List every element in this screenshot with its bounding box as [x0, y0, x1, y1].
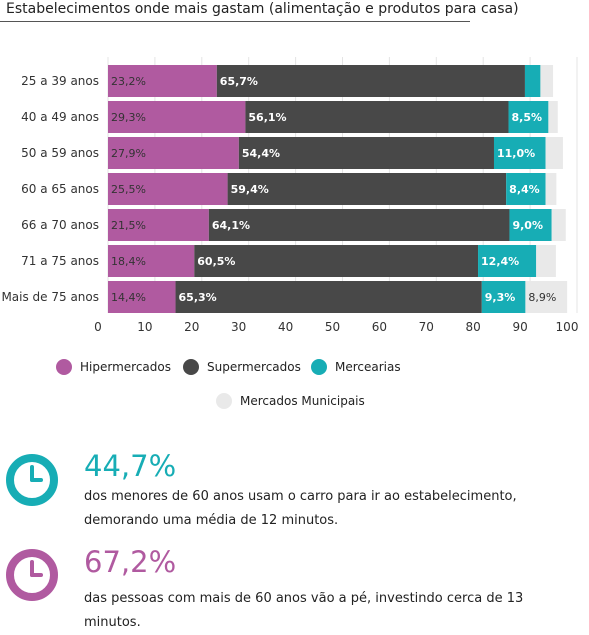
legend-mercearias: Mercearias — [311, 359, 401, 375]
data-label: 8,4% — [509, 183, 540, 196]
bar-mercados-municipais — [551, 209, 566, 241]
stat-text-car: dos menores de 60 anos usam o carro para… — [84, 489, 517, 528]
category-label: 25 a 39 anos — [21, 74, 99, 88]
x-tick-label: 70 — [419, 320, 434, 334]
category-label: 66 a 70 anos — [21, 218, 99, 232]
legend-swatch-mercearias — [311, 359, 327, 375]
legend-label-supermercados: Supermercados — [207, 360, 301, 374]
legend-label-mercearias: Mercearias — [335, 360, 401, 374]
data-label: 27,9% — [111, 147, 146, 160]
data-label: 12,4% — [481, 255, 519, 268]
x-tick-label: 100 — [556, 320, 579, 334]
stat-value-walk: 67,2% — [84, 545, 177, 579]
bar-hipermercados — [108, 173, 228, 205]
bar-supermercados — [216, 65, 525, 97]
bar-supermercados — [208, 209, 510, 241]
data-label: 11,0% — [497, 147, 535, 160]
data-label: 9,3% — [485, 291, 516, 304]
data-label: 18,4% — [111, 255, 146, 268]
legend-hipermercados: Hipermercados — [56, 359, 171, 375]
data-label: 25,5% — [111, 183, 146, 196]
legend-swatch-mercados-municipais — [216, 393, 232, 409]
clock-icon — [6, 454, 58, 506]
bar-mercados-municipais — [545, 173, 557, 205]
data-label: 65,3% — [179, 291, 217, 304]
category-label: 60 a 65 anos — [21, 182, 99, 196]
bar-hipermercados — [108, 65, 217, 97]
legend-swatch-hipermercados — [56, 359, 72, 375]
data-label: 56,1% — [248, 111, 286, 124]
stat-value-car: 44,7% — [84, 449, 177, 483]
bar-hipermercados — [108, 209, 209, 241]
x-tick-label: 40 — [278, 320, 293, 334]
bar-mercearias — [524, 65, 541, 97]
category-label: 50 a 59 anos — [21, 146, 99, 160]
legend-label-hipermercados: Hipermercados — [80, 360, 171, 374]
bar-mercearias — [481, 281, 526, 313]
legend-label-mercados-municipais: Mercados Municipais — [240, 394, 365, 408]
data-label: 54,4% — [242, 147, 280, 160]
bar-supermercados — [238, 137, 494, 169]
x-tick-label: 20 — [184, 320, 199, 334]
bar-mercados-municipais — [540, 65, 554, 97]
x-tick-label: 50 — [325, 320, 340, 334]
stat-text-walk: das pessoas com mais de 60 anos vão a pé… — [84, 591, 524, 630]
bar-hipermercados — [108, 101, 246, 133]
x-tick-label: 60 — [372, 320, 387, 334]
bar-mercearias — [509, 209, 552, 241]
data-label: 65,7% — [220, 75, 258, 88]
bar-hipermercados — [108, 281, 176, 313]
data-label: 59,4% — [231, 183, 269, 196]
data-label: 9,0% — [512, 219, 543, 232]
bar-mercados-municipais — [548, 101, 558, 133]
data-label: 64,1% — [212, 219, 250, 232]
x-tick-label: 90 — [512, 320, 527, 334]
clock-icon — [6, 549, 58, 601]
bar-supermercados — [245, 101, 509, 133]
x-tick-label: 0 — [94, 320, 102, 334]
bar-supermercados — [194, 245, 479, 277]
data-label: 23,2% — [111, 75, 146, 88]
bar-mercearias — [508, 101, 549, 133]
legend-swatch-supermercados — [183, 359, 199, 375]
data-label: 21,5% — [111, 219, 146, 232]
bar-hipermercados — [108, 137, 239, 169]
bar-supermercados — [175, 281, 482, 313]
data-label: 60,5% — [197, 255, 235, 268]
data-label: 14,4% — [111, 291, 146, 304]
bar-hipermercados — [108, 245, 195, 277]
data-label: 8,5% — [512, 111, 543, 124]
stacked-bar-chart: 25 a 39 anos 23,2% 65,7% 40 a 49 anos 29,3% 5… — [1, 57, 579, 334]
data-label: 29,3% — [111, 111, 146, 124]
chart-title: Estabelecimentos onde mais gastam (alime… — [6, 1, 519, 17]
x-tick-label: 80 — [466, 320, 481, 334]
bar-supermercados — [227, 173, 507, 205]
bar-mercearias — [478, 245, 537, 277]
bar-mercearias — [493, 137, 546, 169]
data-label: 8,9% — [528, 291, 556, 304]
legend-supermercados: Supermercados — [183, 359, 301, 375]
legend-mercados-municipais: Mercados Municipais — [216, 393, 365, 409]
bar-mercados-municipais — [536, 245, 556, 277]
category-label: Mais de 75 anos — [1, 290, 99, 304]
bar-mercearias — [506, 173, 546, 205]
x-tick-label: 10 — [137, 320, 152, 334]
title-underline — [0, 21, 470, 22]
bar-mercados-municipais — [545, 137, 563, 169]
bar-mercados-municipais — [525, 281, 568, 313]
category-label: 71 a 75 anos — [21, 254, 99, 268]
category-label: 40 a 49 anos — [21, 110, 99, 124]
x-tick-label: 30 — [231, 320, 246, 334]
